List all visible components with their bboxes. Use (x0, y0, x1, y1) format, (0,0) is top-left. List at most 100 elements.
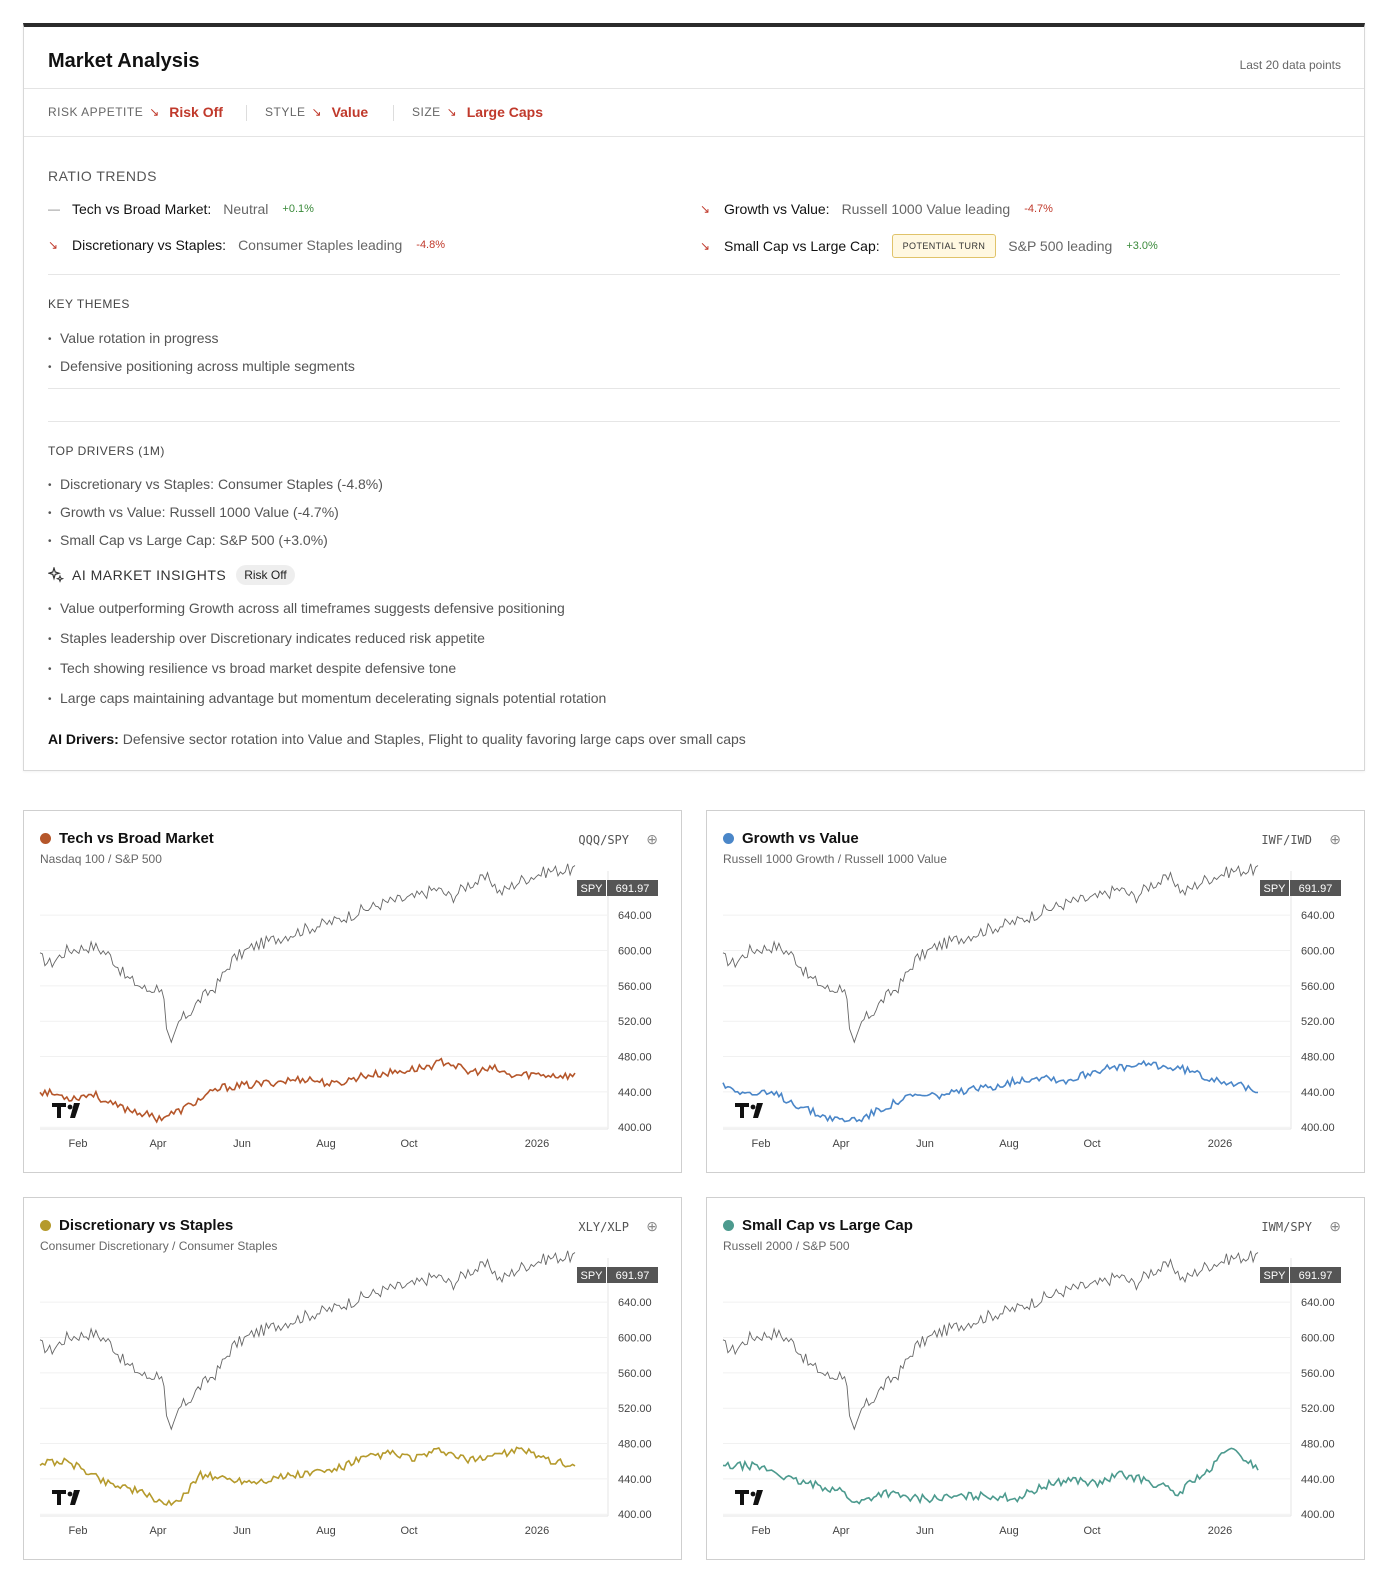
y-tick-label: 480.00 (618, 1052, 652, 1064)
y-tick-label: 400.00 (618, 1122, 652, 1134)
ratio-trend-small: ↘ Small Cap vs Large Cap: POTENTIAL TURN… (700, 234, 1158, 258)
chart-card-growth: Growth vs Value Russell 1000 Growth / Ru… (706, 810, 1365, 1173)
y-tick-label: 440.00 (618, 1087, 652, 1099)
x-tick-label: Feb (752, 1525, 771, 1537)
ai-insights-list: Value outperforming Growth across all ti… (48, 593, 606, 715)
last-price-label: 691.97 (616, 1270, 650, 1282)
last-price-label: 691.97 (616, 883, 650, 895)
last-price-label: 691.97 (1299, 883, 1333, 895)
y-tick-label: 400.00 (1301, 1509, 1335, 1521)
y-tick-label: 400.00 (1301, 1122, 1335, 1134)
x-tick-label: Jun (916, 1525, 934, 1537)
last-price-box (1290, 1267, 1341, 1283)
y-tick-label: 600.00 (618, 1333, 652, 1345)
divider (246, 105, 247, 121)
trend-down-icon: ↘ (446, 105, 457, 119)
chart-canvas[interactable]: 640.00 600.00 560.00 520.00 480.00 440.00 400.… (707, 1198, 1366, 1561)
spy-label-box (577, 880, 606, 896)
ratio-name: Tech vs Broad Market: (72, 201, 212, 217)
y-tick-label: 440.00 (618, 1474, 652, 1486)
y-tick-label: 560.00 (1301, 981, 1335, 993)
top-drivers-title: TOP DRIVERS (1M) (48, 444, 165, 458)
x-tick-label: 2026 (525, 1525, 549, 1537)
ai-insights-title: AI MARKET INSIGHTS (72, 567, 227, 583)
ai-drivers-label: AI Drivers: (48, 731, 119, 747)
neutral-dash-icon: — (48, 202, 60, 216)
list-item: Growth vs Value: Russell 1000 Value (-4.… (48, 498, 383, 528)
trend-down-icon: ↘ (700, 239, 711, 253)
spy-label: SPY (1263, 1270, 1286, 1282)
last-price-box (1290, 880, 1341, 896)
zoom-icon[interactable]: ⊕ (1329, 831, 1341, 847)
tradingview-logo-icon (735, 1490, 763, 1505)
spy-series-line (722, 1250, 1259, 1431)
divider (48, 274, 1340, 275)
tag-value: Large Caps (466, 104, 543, 120)
x-tick-label: Apr (832, 1525, 849, 1537)
x-tick-label: Oct (1083, 1138, 1100, 1150)
zoom-icon[interactable]: ⊕ (646, 831, 658, 847)
ratio-change: +3.0% (1126, 240, 1158, 252)
y-tick-label: 520.00 (1301, 1403, 1335, 1415)
chart-canvas[interactable]: 640.00 600.00 560.00 520.00 480.00 440.00 400.… (24, 811, 683, 1174)
ratio-series-line (39, 1446, 576, 1507)
list-item: Large caps maintaining advantage but mom… (48, 683, 606, 715)
x-tick-label: 2026 (525, 1138, 549, 1150)
ratio-change: -4.8% (416, 239, 446, 251)
tag-risk-appetite: RISK APPETITE ↘ Risk Off (48, 104, 223, 120)
y-tick-label: 480.00 (618, 1439, 652, 1451)
risk-off-badge: Risk Off (236, 565, 295, 585)
ratio-change: +0.1% (282, 203, 314, 215)
ratio-name: Small Cap vs Large Cap: (724, 238, 880, 254)
ratio-name: Discretionary vs Staples: (72, 237, 227, 253)
ratio-name: Growth vs Value: (724, 201, 830, 217)
y-tick-label: 600.00 (1301, 1333, 1335, 1345)
divider (48, 421, 1340, 422)
y-tick-label: 640.00 (618, 1297, 652, 1309)
tradingview-logo-icon (52, 1103, 80, 1118)
list-item: Defensive positioning across multiple se… (48, 352, 355, 382)
card-title: Small Cap vs Large Cap (742, 1217, 913, 1234)
y-tick-label: 640.00 (618, 910, 652, 922)
divider (393, 105, 394, 121)
card-subtitle: Russell 1000 Growth / Russell 1000 Value (723, 852, 947, 866)
x-tick-label: Oct (400, 1138, 417, 1150)
tag-key: STYLE (265, 105, 306, 119)
ratio-trend-growth: ↘ Growth vs Value: Russell 1000 Value le… (700, 201, 1053, 217)
tag-size: SIZE ↘ Large Caps (412, 104, 543, 120)
ratio-status: Neutral (223, 201, 269, 217)
spy-label: SPY (580, 883, 603, 895)
chart-canvas[interactable]: 640.00 600.00 560.00 520.00 480.00 440.00 400.… (707, 811, 1366, 1174)
series-dot (40, 1220, 51, 1231)
y-tick-label: 440.00 (1301, 1474, 1335, 1486)
x-tick-label: Aug (999, 1525, 1019, 1537)
trend-down-icon: ↘ (149, 105, 160, 119)
y-tick-label: 440.00 (1301, 1087, 1335, 1099)
ratio-trend-tech: — Tech vs Broad Market: Neutral +0.1% (48, 201, 314, 217)
ai-insights-header: AI MARKET INSIGHTS Risk Off (48, 565, 295, 585)
y-tick-label: 480.00 (1301, 1439, 1335, 1451)
y-tick-label: 560.00 (618, 1368, 652, 1380)
zoom-icon[interactable]: ⊕ (646, 1218, 658, 1234)
x-tick-label: Feb (752, 1138, 771, 1150)
x-tick-label: Apr (149, 1525, 166, 1537)
key-themes-list: Value rotation in progress Defensive pos… (48, 324, 355, 382)
tag-value: Value (331, 104, 369, 120)
tag-key: RISK APPETITE (48, 105, 144, 119)
card-subtitle: Consumer Discretionary / Consumer Staple… (40, 1239, 278, 1253)
ratio-status: Russell 1000 Value leading (841, 201, 1011, 217)
spy-label-box (577, 1267, 606, 1283)
tag-style: STYLE ↘ Value (265, 104, 368, 120)
chart-canvas[interactable]: 640.00 600.00 560.00 520.00 480.00 440.00 400.… (24, 1198, 683, 1561)
last-price-box (607, 880, 658, 896)
ratio-change: -4.7% (1024, 203, 1053, 215)
x-tick-label: Oct (1083, 1525, 1100, 1537)
ratio-series-line (722, 1447, 1259, 1505)
zoom-icon[interactable]: ⊕ (1329, 1218, 1341, 1234)
x-tick-label: Jun (233, 1525, 251, 1537)
y-tick-label: 520.00 (618, 1403, 652, 1415)
series-dot (723, 833, 734, 844)
list-item: Value outperforming Growth across all ti… (48, 593, 606, 625)
y-tick-label: 600.00 (618, 946, 652, 958)
card-subtitle: Russell 2000 / S&P 500 (723, 1239, 850, 1253)
